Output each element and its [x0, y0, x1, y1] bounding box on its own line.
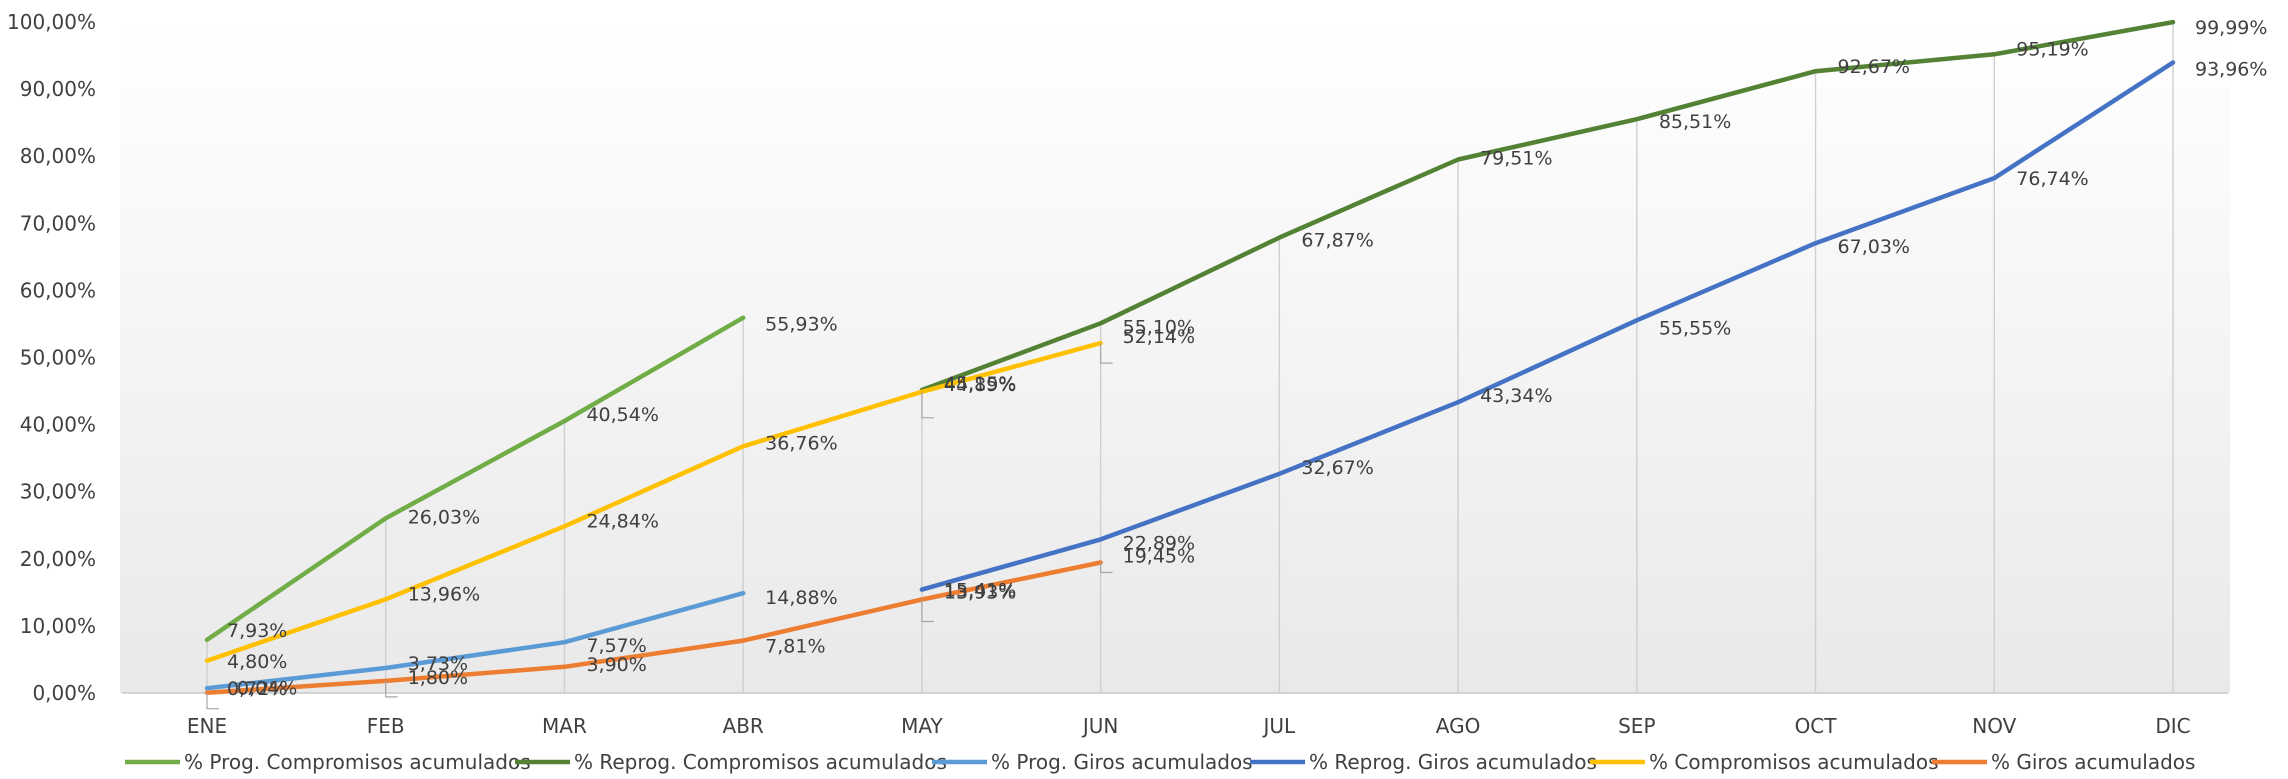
data-label: 24,84% [586, 510, 658, 532]
y-tick-label: 0,00% [32, 681, 96, 705]
data-label: 43,34% [1480, 385, 1552, 407]
y-tick-label: 40,00% [20, 413, 96, 437]
label-leader-line [1099, 343, 1113, 364]
legend-label: % Reprog. Giros acumulados [1309, 750, 1597, 774]
data-label: 7,57% [586, 635, 646, 657]
data-label: 85,51% [1659, 111, 1731, 133]
x-tick-label: ABR [723, 714, 764, 738]
data-label: 32,67% [1301, 457, 1373, 479]
x-axis: ENE FEB MAR ABR MAY JUN JUL AGO SEP OCT NOV DIC [187, 714, 2191, 738]
data-label: 7,93% [227, 620, 287, 642]
series-line [204, 340, 1103, 664]
y-tick-label: 90,00% [20, 77, 96, 101]
y-tick-label: 70,00% [20, 211, 96, 235]
legend-label: % Compromisos acumulados [1649, 750, 1938, 774]
data-label: 0,04% [237, 678, 297, 700]
x-tick-label: MAY [901, 714, 943, 738]
data-label: 79,51% [1480, 147, 1552, 169]
y-tick-label: 80,00% [20, 144, 96, 168]
x-tick-label: DIC [2155, 714, 2190, 738]
data-label: 93,96% [2195, 59, 2267, 81]
data-label: 7,81% [765, 636, 825, 658]
data-label: 40,54% [586, 404, 658, 426]
legend-label: % Reprog. Compromisos acumulados [574, 750, 947, 774]
x-tick-label: SEP [1618, 714, 1655, 738]
data-label: 95,19% [2016, 38, 2088, 60]
data-label: 26,03% [408, 506, 480, 528]
x-tick-label: FEB [367, 714, 405, 738]
data-label: 3,90% [586, 654, 646, 676]
data-label: 22,89% [1123, 532, 1195, 554]
data-label: 13,96% [408, 583, 480, 605]
series-line [204, 560, 1103, 695]
y-axis: 0,00% 10,00% 20,00% 30,00% 40,00% 50,00% 60,00… [7, 10, 2228, 705]
data-label: 67,03% [1838, 236, 1910, 258]
x-tick-label: MAR [542, 714, 587, 738]
label-leader-line [921, 391, 934, 419]
x-tick-label: JUN [1081, 714, 1119, 738]
data-label: 92,67% [1838, 56, 1910, 78]
data-label: 19,45% [1123, 545, 1195, 567]
plot-area-background [120, 18, 2230, 693]
data-label: 4,80% [227, 651, 287, 673]
legend-label: % Prog. Compromisos acumulados [184, 750, 531, 774]
drop-lines [206, 22, 2174, 693]
y-tick-label: 60,00% [20, 278, 96, 302]
data-label: 76,74% [2016, 168, 2088, 190]
data-label: 1,80% [408, 667, 468, 689]
data-label: 45,15% [944, 373, 1016, 395]
x-tick-label: OCT [1795, 714, 1838, 738]
x-tick-label: AGO [1436, 714, 1481, 738]
data-label: 3,73% [408, 653, 468, 675]
series-line [204, 315, 746, 643]
legend: % Prog. Compromisos acumulados % Reprog. … [125, 750, 2195, 774]
label-leader-line [921, 599, 934, 623]
y-tick-label: 100,00% [7, 10, 96, 34]
x-tick-label: ENE [187, 714, 227, 738]
x-tick-label: NOV [1972, 714, 2016, 738]
data-label: 55,55% [1659, 317, 1731, 339]
y-tick-label: 30,00% [20, 480, 96, 504]
data-label: 55,93% [765, 314, 837, 336]
label-leader-line [385, 680, 398, 698]
y-tick-label: 10,00% [20, 614, 96, 638]
data-label: 15,41% [944, 580, 1016, 602]
data-label: 0,72% [227, 678, 287, 700]
data-labels: 7,93% 26,03% 40,54% 55,93% 45,15% 55,10% 67,87… [227, 17, 2267, 700]
legend-label: % Giros acumulados [1991, 750, 2195, 774]
data-label: 14,88% [765, 587, 837, 609]
data-label: 99,99% [2195, 17, 2267, 39]
series-line [919, 19, 2176, 393]
data-label: 67,87% [1301, 230, 1373, 252]
y-tick-label: 50,00% [20, 346, 96, 370]
series-lines [204, 19, 2176, 695]
label-leader-lines [206, 343, 1113, 710]
data-label: 52,14% [1123, 326, 1195, 348]
data-label: 36,76% [765, 432, 837, 454]
label-leader-line [206, 692, 219, 710]
data-label: 55,10% [1123, 316, 1195, 338]
label-leader-line [1099, 562, 1113, 574]
series-line [204, 590, 746, 691]
y-tick-label: 20,00% [20, 547, 96, 571]
legend-label: % Prog. Giros acumulados [991, 750, 1253, 774]
data-label: 13,93% [944, 582, 1016, 604]
series-line [919, 60, 2176, 592]
data-label: 44,89% [944, 374, 1016, 396]
x-tick-label: JUL [1262, 714, 1297, 738]
